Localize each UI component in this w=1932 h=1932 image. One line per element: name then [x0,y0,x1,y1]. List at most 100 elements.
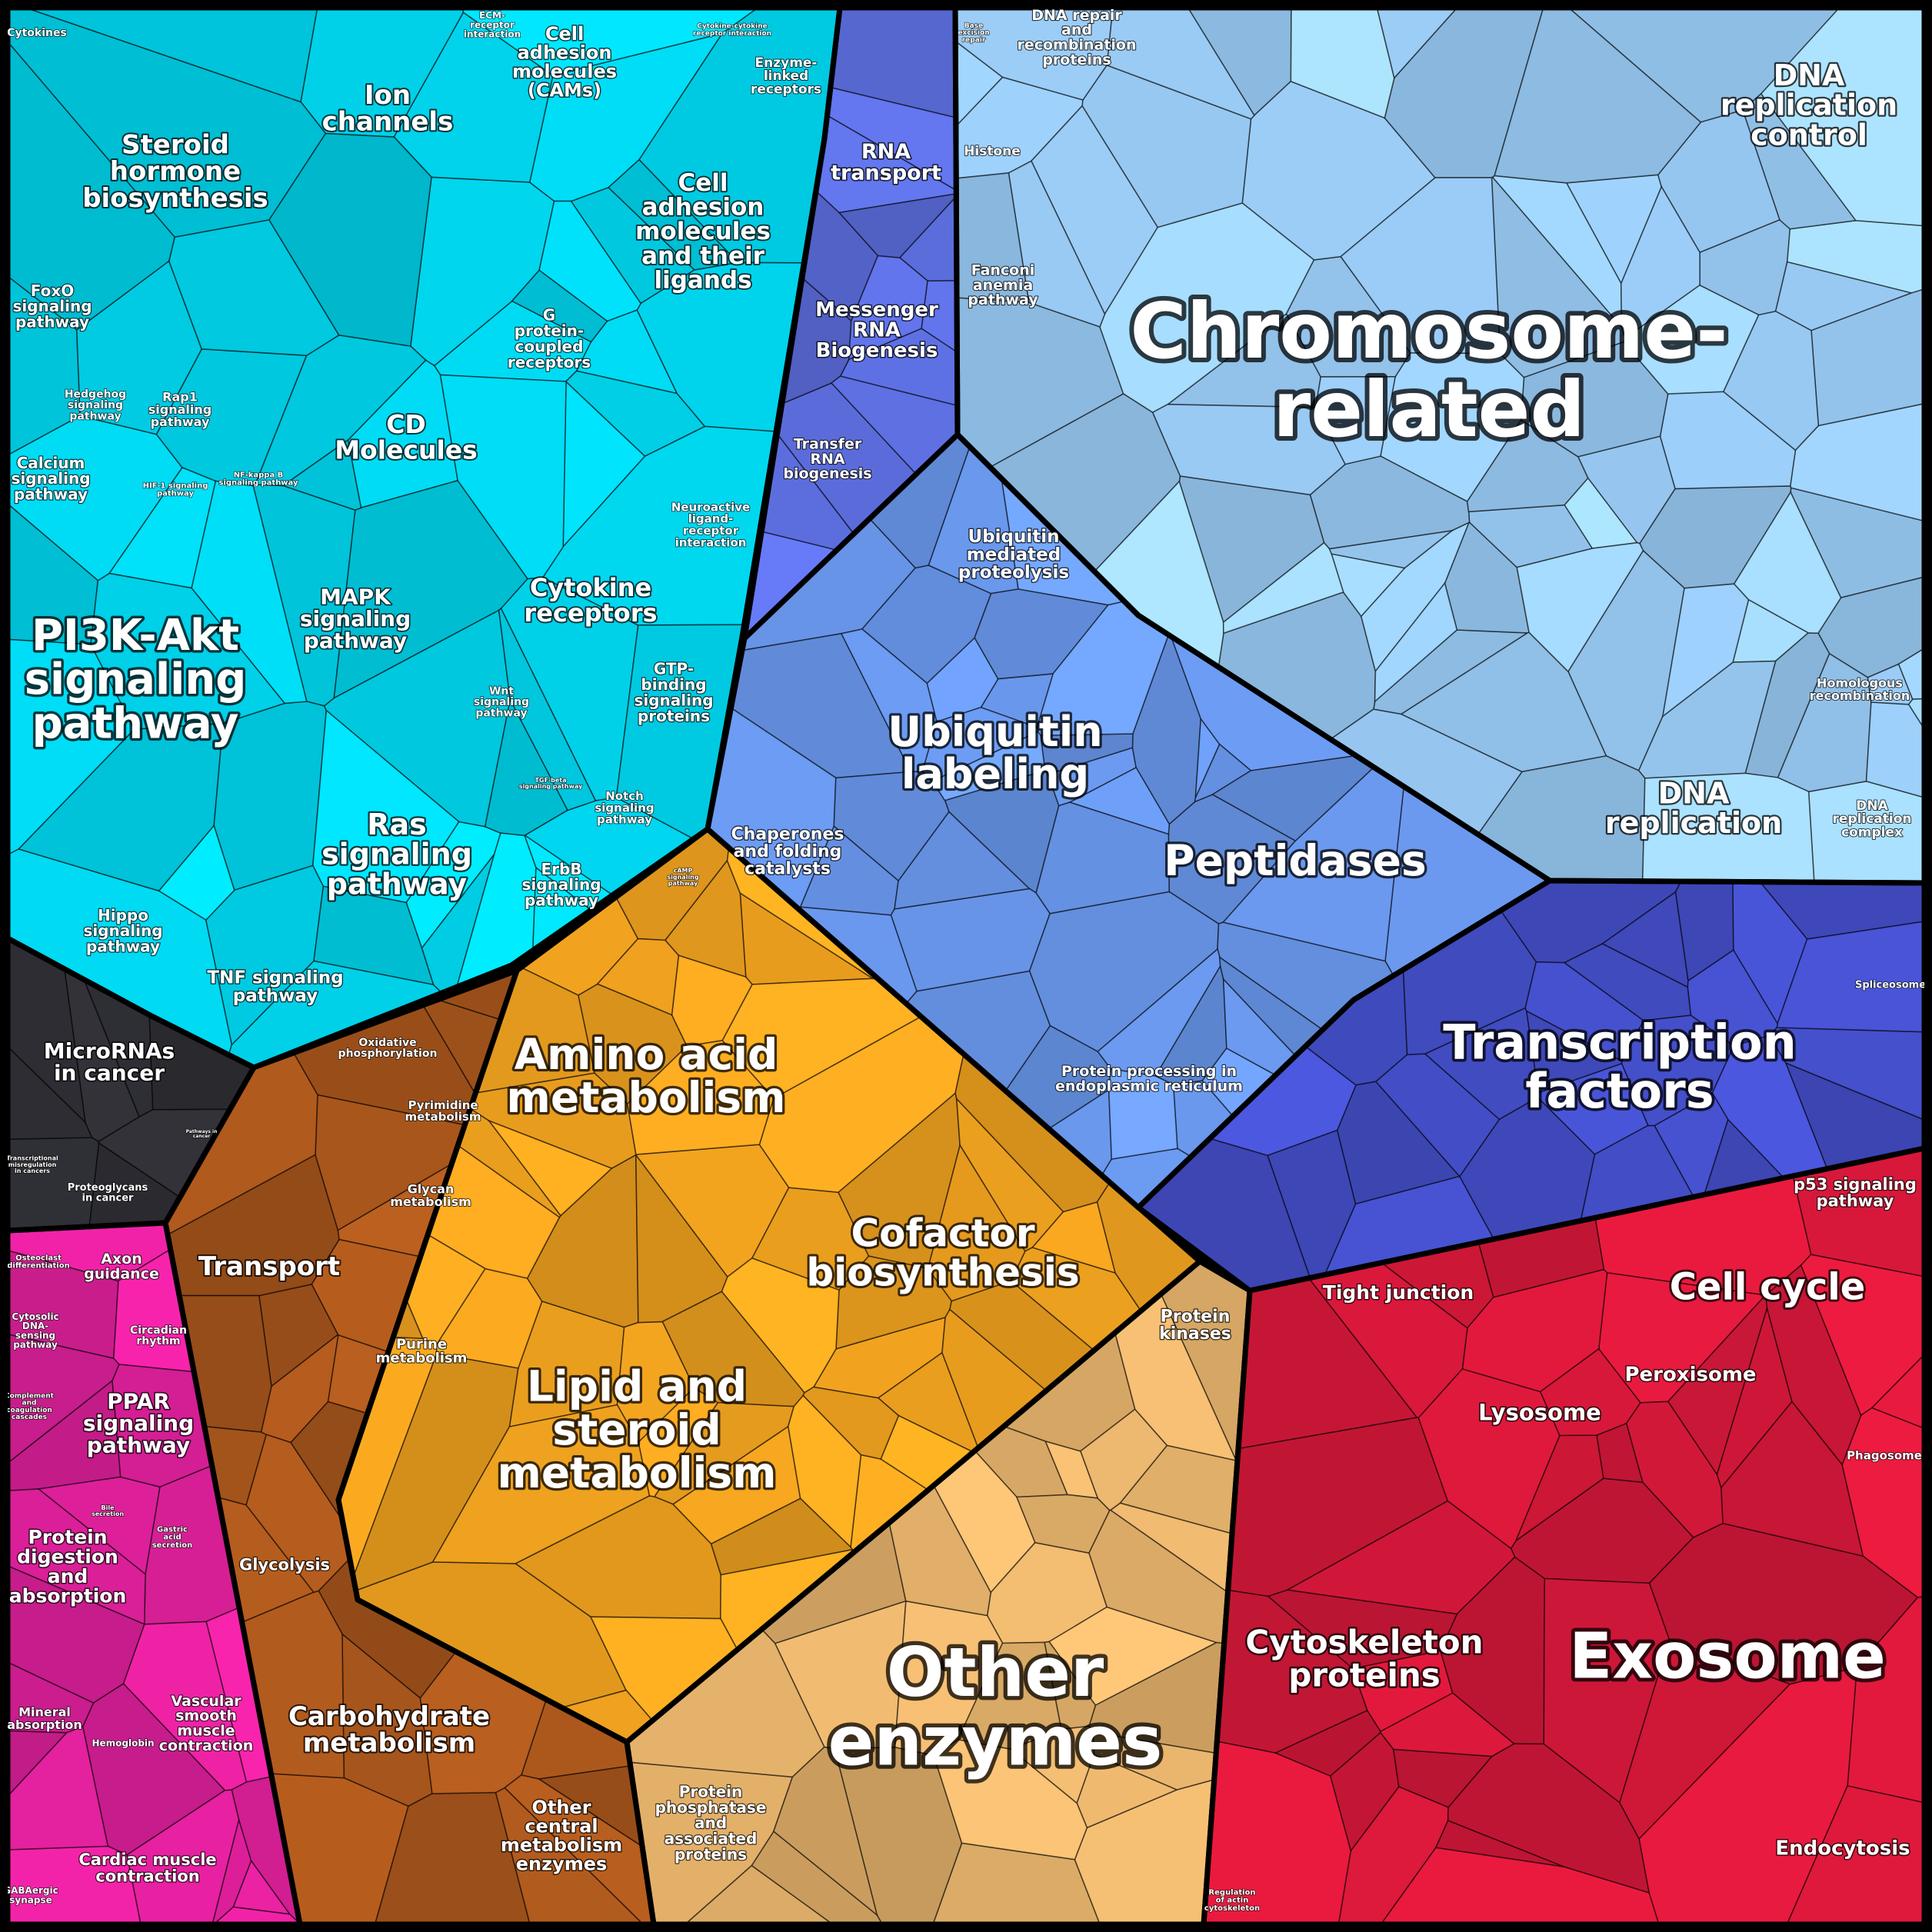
label-oxidative: Oxidative phosphorylation [338,1037,438,1060]
label-ras: Ras signaling pathway [321,808,472,901]
label-peptidases: Peptidases [1164,836,1426,885]
label-cell-adhesion-ligands: Cell adhesion molecules and their ligands [635,169,771,295]
label-purine: Purine metabolism [376,1336,468,1366]
other-enzymes-cell [933,1739,1088,1860]
chromosome-related-cell [1723,310,1820,451]
label-calcium: Calcium signaling pathway [11,454,90,504]
label-erbb: ErbB signaling pathway [521,860,601,910]
transport-carbs-cell [419,1651,548,1794]
label-exosome: Exosome [1569,1621,1885,1694]
label-hedgehog: Hedgehog signaling pathway [65,388,126,423]
chromosome-related-cell [1314,375,1397,465]
label-hif1: HIF-1 signaling pathway [143,482,208,498]
metabolism-cell [487,1119,613,1217]
label-transport: Transport [198,1251,340,1282]
label-protein-digestion: Protein digestion and absorption [9,1526,127,1607]
signaling-cell [439,374,567,580]
label-dna-replication-control: DNA replication control [1720,58,1897,152]
label-ubiquitin-labeling: Ubiquitin labeling [888,708,1102,798]
label-spliceosome: Spliceosome [1855,980,1926,991]
chromosome-related-cell [1340,177,1501,355]
label-osteoclast: Osteoclast differentiation [7,1254,69,1271]
signaling-cell [323,609,511,828]
label-ubiquitin-proteolysis: Ubiquitin mediated proteolysis [958,527,1069,583]
label-cytokine-cytokine: Cytokine-cytokine receptor interaction [693,23,771,38]
label-lysosome: Lysosome [1478,1399,1601,1425]
chromosome-related-cell [1328,529,1454,569]
label-fanconi: Fanconi anemia pathway [968,262,1038,309]
cellular-cell [1447,1743,1651,1894]
transport-carbs-cell [245,1434,351,1594]
label-cardiac: Cardiac muscle contraction [78,1850,216,1886]
label-notch: Notch signaling pathway [595,789,654,827]
label-hippo: Hippo signaling pathway [83,906,162,956]
label-tgf: TGF-beta signaling pathway [519,777,583,790]
label-transcriptional-misreg: Transcriptional misregulation in cancers [6,1155,58,1174]
protein-processing-cell [1108,1068,1178,1161]
other-enzymes-cell [1080,1408,1168,1511]
label-pathways-cancer: Pathways in cancer [186,1129,218,1139]
label-transcription-factors: Transcription factors [1443,1014,1797,1119]
organismal-cell [7,1333,120,1464]
label-enzyme-linked: Enzyme-linked receptors [751,55,821,98]
label-steroid-hormone: Steroid hormone biosynthesis [82,130,268,214]
label-mrna: Messenger RNA Biogenesis [815,298,938,362]
labels-layer: Cytokines ECM-receptor interaction Cytokine… [3,6,1927,1914]
label-gtp: GTP-binding signaling proteins [634,660,713,725]
label-dna-rep-complex: DNA replication complex [1832,798,1911,841]
label-histone: Histone [964,144,1021,159]
metabolism-cell [596,938,680,1016]
label-rna-transport: RNA transport [831,140,941,185]
label-ppar: PPAR signaling pathway [83,1389,194,1458]
label-p53: p53 signaling pathway [1794,1175,1917,1211]
label-cofactor: Cofactor biosynthesis [806,1211,1079,1295]
cells-layer [7,7,1925,1926]
signaling-cell [511,269,608,343]
label-carbohydrate: Carbohydrate metabolism [288,1701,490,1759]
label-bile: Bile secretion [92,1504,124,1517]
protein-processing-cell [931,731,1046,801]
label-cytosolic-dna: Cytosolic DNA-sensing pathway [12,1311,58,1351]
transcription-cell [1711,1034,1828,1179]
label-dna-repair: DNA repair and recombination proteins [1017,7,1136,68]
label-glycolysis: Glycolysis [239,1556,330,1574]
metabolism-cell [927,1144,1026,1302]
label-other-enzymes: Other enzymes [828,1633,1163,1781]
label-circadian: Circadian rhythm [130,1324,187,1347]
label-cytoskeleton: Cytoskeleton proteins [1245,1624,1483,1694]
label-mapk: MAPK signaling pathway [300,585,411,654]
label-glycan: Glycan metabolism [390,1182,471,1209]
label-pyrimidine: Pyrimidine metabolism [405,1098,481,1124]
label-camp: cAMP signaling pathway [667,868,699,887]
label-phagosome: Phagosome [1847,1448,1922,1462]
metabolism-cell [802,1386,900,1460]
label-cams: Cell adhesion molecules (CAMs) [512,23,617,101]
label-cytokines: Cytokines [7,27,67,39]
signaling-cell [158,824,235,921]
label-regulation-actin: Regulation of actin cytoskeleton [1204,1888,1260,1912]
cellular-cell [1625,1401,1724,1538]
signaling-cell [498,607,597,811]
label-ion-channels: Ion channels [322,80,454,138]
other-enzymes-cell [772,1746,878,1917]
label-phosphatase: Protein phosphatase and associated proteins [655,1782,767,1864]
metabolism-cell [431,1404,651,1564]
label-protein-kinases: Protein kinases [1159,1307,1231,1344]
label-er-processing: Protein processing in endoplasmic reticul… [1055,1063,1243,1094]
label-cytokine-receptors: Cytokine receptors [524,573,657,628]
cellular-cell [1380,1692,1515,1757]
label-endocytosis: Endocytosis [1775,1837,1910,1860]
chromosome-related-cell [1661,583,1750,718]
label-tnf: TNF signaling pathway [207,968,343,1007]
chromosome-related-cell [1516,541,1644,673]
label-mineral: Mineral absorption [7,1705,82,1732]
label-cell-cycle: Cell cycle [1670,1265,1866,1308]
metabolism-cell [626,1040,774,1155]
chromosome-related-cell [1867,663,1914,705]
label-base-excision: Base excision repair [958,22,989,44]
label-vascular: Vascular smooth muscle contraction [159,1693,254,1754]
label-homologous: Homologous recombination [1810,676,1910,703]
label-ecm: ECM-receptor interaction [464,10,521,40]
